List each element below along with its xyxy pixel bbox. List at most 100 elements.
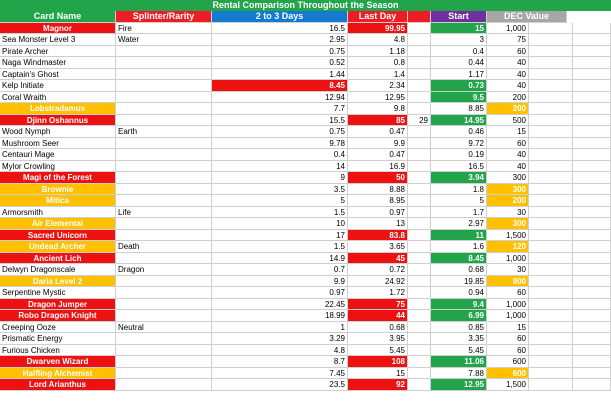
start-cell[interactable]: 0.46 bbox=[431, 126, 487, 138]
two-three-days-cell[interactable]: 14.9 bbox=[212, 252, 348, 264]
table-row[interactable]: Pirate Archer 0.75 1.18 0.4 60 bbox=[0, 45, 611, 57]
card-name-cell[interactable]: Centauri Mage bbox=[0, 149, 116, 161]
dec-value-cell[interactable]: 120 bbox=[487, 241, 529, 253]
start-cell[interactable]: 9.5 bbox=[431, 91, 487, 103]
start-cell[interactable]: 7.88 bbox=[431, 367, 487, 379]
start-cell[interactable]: 1.17 bbox=[431, 68, 487, 80]
empty-cell[interactable] bbox=[529, 241, 573, 253]
empty-cell[interactable] bbox=[573, 91, 611, 103]
last-day-cell[interactable]: 108 bbox=[348, 356, 408, 368]
table-row[interactable]: Dwarven Wizard 8.7 108 11.06 600 bbox=[0, 356, 611, 368]
splinter-cell[interactable] bbox=[116, 356, 212, 368]
start-cell[interactable]: 0.85 bbox=[431, 321, 487, 333]
splinter-cell[interactable] bbox=[116, 310, 212, 322]
card-name-cell[interactable]: Naga Windmaster bbox=[0, 57, 116, 69]
last-day-cell[interactable]: 9.9 bbox=[348, 137, 408, 149]
card-name-cell[interactable]: Dwarven Wizard bbox=[0, 356, 116, 368]
empty-cell[interactable] bbox=[573, 68, 611, 80]
two-three-days-cell[interactable]: 7.45 bbox=[212, 367, 348, 379]
start-cell[interactable]: 12.95 bbox=[431, 379, 487, 391]
empty-cell[interactable] bbox=[573, 287, 611, 299]
table-row[interactable]: Serpentine Mystic 0.97 1.72 0.94 60 bbox=[0, 287, 611, 299]
dec-value-cell[interactable]: 75 bbox=[487, 34, 529, 46]
dec-value-cell[interactable]: 1,500 bbox=[487, 229, 529, 241]
card-name-cell[interactable]: Captain's Ghost bbox=[0, 68, 116, 80]
empty-cell[interactable] bbox=[529, 367, 573, 379]
start-cell[interactable]: 0.68 bbox=[431, 264, 487, 276]
empty-cell[interactable] bbox=[529, 114, 573, 126]
last-day-cell[interactable]: 0.47 bbox=[348, 149, 408, 161]
table-row[interactable]: Brownie 3.5 8.88 1.8 300 bbox=[0, 183, 611, 195]
last-day-extra-cell[interactable] bbox=[408, 137, 431, 149]
table-row[interactable]: Naga Windmaster 0.52 0.8 0.44 40 bbox=[0, 57, 611, 69]
empty-cell[interactable] bbox=[529, 183, 573, 195]
last-day-cell[interactable]: 0.72 bbox=[348, 264, 408, 276]
last-day-extra-cell[interactable] bbox=[408, 229, 431, 241]
header-splinter-rarity[interactable]: Splinter/Rarity bbox=[116, 11, 212, 23]
start-cell[interactable]: 0.4 bbox=[431, 45, 487, 57]
splinter-cell[interactable] bbox=[116, 45, 212, 57]
last-day-extra-cell[interactable] bbox=[408, 344, 431, 356]
table-row[interactable]: Daria Level 2 9.9 24.92 19.85 900 bbox=[0, 275, 611, 287]
empty-cell[interactable] bbox=[529, 80, 573, 92]
card-name-cell[interactable]: Sacred Unicorn bbox=[0, 229, 116, 241]
last-day-extra-cell[interactable] bbox=[408, 252, 431, 264]
two-three-days-cell[interactable]: 9.9 bbox=[212, 275, 348, 287]
table-row[interactable]: Armorsmith Life 1.5 0.97 1.7 30 bbox=[0, 206, 611, 218]
empty-cell[interactable] bbox=[573, 34, 611, 46]
last-day-cell[interactable]: 0.8 bbox=[348, 57, 408, 69]
header-last-day[interactable]: Last Day bbox=[348, 11, 408, 23]
dec-value-cell[interactable]: 60 bbox=[487, 333, 529, 345]
last-day-cell[interactable]: 8.88 bbox=[348, 183, 408, 195]
last-day-cell[interactable]: 0.47 bbox=[348, 126, 408, 138]
empty-cell[interactable] bbox=[573, 206, 611, 218]
card-name-cell[interactable]: Robo Dragon Knight bbox=[0, 310, 116, 322]
empty-cell[interactable] bbox=[529, 57, 573, 69]
card-name-cell[interactable]: Halfling Alchemist bbox=[0, 367, 116, 379]
dec-value-cell[interactable]: 1,000 bbox=[487, 298, 529, 310]
two-three-days-cell[interactable]: 3.29 bbox=[212, 333, 348, 345]
empty-cell[interactable] bbox=[573, 275, 611, 287]
dec-value-cell[interactable]: 1,500 bbox=[487, 379, 529, 391]
start-cell[interactable]: 5.45 bbox=[431, 344, 487, 356]
two-three-days-cell[interactable]: 12.94 bbox=[212, 91, 348, 103]
two-three-days-cell[interactable]: 0.7 bbox=[212, 264, 348, 276]
empty-cell[interactable] bbox=[529, 160, 573, 172]
last-day-extra-cell[interactable] bbox=[408, 57, 431, 69]
empty-cell[interactable] bbox=[529, 149, 573, 161]
empty-cell[interactable] bbox=[529, 275, 573, 287]
start-cell[interactable]: 5 bbox=[431, 195, 487, 207]
splinter-cell[interactable] bbox=[116, 287, 212, 299]
last-day-cell[interactable]: 15 bbox=[348, 367, 408, 379]
table-row[interactable]: Air Elemental 10 13 2.97 300 bbox=[0, 218, 611, 230]
two-three-days-cell[interactable]: 8.7 bbox=[212, 356, 348, 368]
last-day-extra-cell[interactable] bbox=[408, 34, 431, 46]
two-three-days-cell[interactable]: 5 bbox=[212, 195, 348, 207]
two-three-days-cell[interactable]: 4.8 bbox=[212, 344, 348, 356]
splinter-cell[interactable]: Earth bbox=[116, 126, 212, 138]
splinter-cell[interactable] bbox=[116, 80, 212, 92]
card-name-cell[interactable]: Air Elemental bbox=[0, 218, 116, 230]
table-row[interactable]: Magnor Fire 16.5 99.95 15 1,000 bbox=[0, 22, 611, 34]
table-row[interactable]: Delwyn Dragonscale Dragon 0.7 0.72 0.68 30 bbox=[0, 264, 611, 276]
last-day-cell[interactable]: 0.97 bbox=[348, 206, 408, 218]
two-three-days-cell[interactable]: 9.78 bbox=[212, 137, 348, 149]
empty-cell[interactable] bbox=[529, 218, 573, 230]
empty-cell[interactable] bbox=[573, 57, 611, 69]
last-day-extra-cell[interactable] bbox=[408, 103, 431, 115]
last-day-cell[interactable]: 2.34 bbox=[348, 80, 408, 92]
last-day-cell[interactable]: 1.18 bbox=[348, 45, 408, 57]
card-name-cell[interactable]: Delwyn Dragonscale bbox=[0, 264, 116, 276]
empty-cell[interactable] bbox=[573, 229, 611, 241]
splinter-cell[interactable] bbox=[116, 149, 212, 161]
splinter-cell[interactable]: Fire bbox=[116, 22, 212, 34]
dec-value-cell[interactable]: 500 bbox=[487, 114, 529, 126]
last-day-cell[interactable]: 8.95 bbox=[348, 195, 408, 207]
two-three-days-cell[interactable]: 0.4 bbox=[212, 149, 348, 161]
two-three-days-cell[interactable]: 14 bbox=[212, 160, 348, 172]
last-day-cell[interactable]: 1.72 bbox=[348, 287, 408, 299]
card-name-cell[interactable]: Sea Monster Level 3 bbox=[0, 34, 116, 46]
last-day-cell[interactable]: 92 bbox=[348, 379, 408, 391]
empty-cell[interactable] bbox=[529, 103, 573, 115]
last-day-cell[interactable]: 12.95 bbox=[348, 91, 408, 103]
